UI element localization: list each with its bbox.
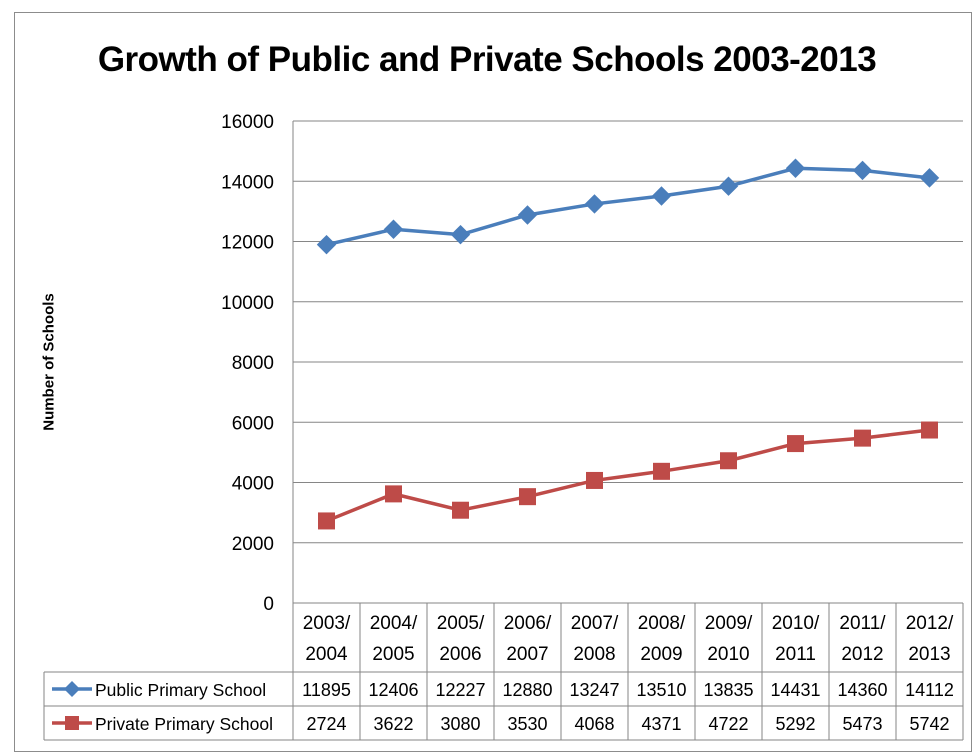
x-tick-label: 2012/: [906, 613, 954, 634]
data-point-private: [586, 471, 603, 489]
table-value: 4068: [574, 714, 614, 734]
y-tick-label: 14000: [221, 172, 274, 193]
table-value: 13247: [569, 680, 619, 700]
series-line-public: [326, 166, 930, 247]
data-point-public: [651, 186, 672, 206]
table-value: 4371: [641, 714, 681, 734]
data-point-public: [316, 234, 337, 255]
x-tick-label: 2013: [908, 644, 950, 665]
x-tick-label: 2012: [841, 644, 883, 665]
table-value: 5292: [775, 714, 815, 734]
table-value: 5742: [909, 714, 949, 734]
table-value: 14360: [837, 680, 887, 700]
data-point-public: [919, 168, 940, 188]
table-value: 14112: [905, 680, 954, 700]
data-point-private: [720, 452, 737, 470]
data-point-private: [318, 512, 335, 530]
x-tick-label: 2011: [775, 644, 816, 665]
x-tick-label: 2009/: [705, 613, 753, 634]
y-tick-label: 2000: [232, 534, 274, 555]
x-tick-label: 2011/: [839, 613, 886, 634]
y-tick-label: 4000: [232, 474, 274, 495]
x-tick-label: 2009: [640, 644, 682, 665]
chart-title: Growth of Public and Private Schools 200…: [97, 40, 877, 79]
x-tick-label: 2007: [506, 644, 548, 665]
table-value: 13835: [703, 680, 753, 700]
data-point-public: [785, 158, 806, 178]
x-tick-label: 2008/: [638, 613, 686, 634]
data-point-private: [921, 421, 938, 439]
data-point-private: [452, 501, 469, 519]
x-tick-label: 2004/: [370, 613, 418, 634]
data-point-private: [653, 462, 670, 480]
data-point-public: [584, 194, 605, 214]
table-value: 4722: [708, 714, 748, 734]
data-point-public: [517, 205, 538, 225]
x-tick-label: 2010: [707, 644, 749, 665]
table-value: 5473: [842, 714, 882, 734]
data-point-private: [519, 488, 536, 506]
table-value: 2724: [306, 714, 346, 734]
chart-frame: [14, 12, 972, 752]
data-point-private: [854, 429, 871, 447]
y-tick-label: 10000: [221, 293, 274, 314]
x-tick-label: 2005/: [437, 613, 485, 634]
x-tick-label: 2007/: [571, 613, 619, 634]
x-tick-label: 2005: [372, 644, 414, 665]
legend-label: Private Primary School: [95, 714, 273, 734]
x-tick-label: 2008: [573, 644, 615, 665]
y-tick-label: 8000: [232, 353, 274, 374]
x-tick-label: 2006: [439, 644, 481, 665]
table-value: 12880: [502, 680, 552, 700]
table-value: 13510: [636, 680, 686, 700]
data-point-public: [450, 224, 471, 245]
y-tick-label: 16000: [221, 112, 274, 133]
data-point-public: [852, 160, 873, 181]
data-point-public: [383, 219, 404, 239]
data-point-private: [787, 435, 804, 453]
data-point-public: [718, 176, 739, 196]
table-value: 14431: [770, 680, 820, 700]
table-value: 12406: [368, 680, 418, 700]
legend-marker-public: [64, 681, 80, 697]
table-value: 3530: [507, 714, 547, 734]
data-point-private: [385, 485, 402, 503]
x-tick-label: 2004: [305, 644, 348, 665]
table-value: 11895: [302, 680, 351, 700]
legend-label: Public Primary School: [95, 680, 266, 700]
y-tick-label: 12000: [221, 233, 274, 254]
table-value: 3622: [373, 714, 413, 734]
table-value: 3080: [440, 714, 480, 734]
series-line-private: [325, 428, 930, 523]
x-tick-label: 2010/: [772, 613, 820, 634]
y-tick-label: 6000: [232, 413, 274, 434]
legend-marker-private: [65, 716, 79, 730]
x-tick-label: 2006/: [504, 613, 552, 634]
table-value: 12227: [435, 680, 485, 700]
x-tick-label: 2003/: [303, 613, 351, 634]
y-tick-label: 0: [263, 594, 274, 615]
